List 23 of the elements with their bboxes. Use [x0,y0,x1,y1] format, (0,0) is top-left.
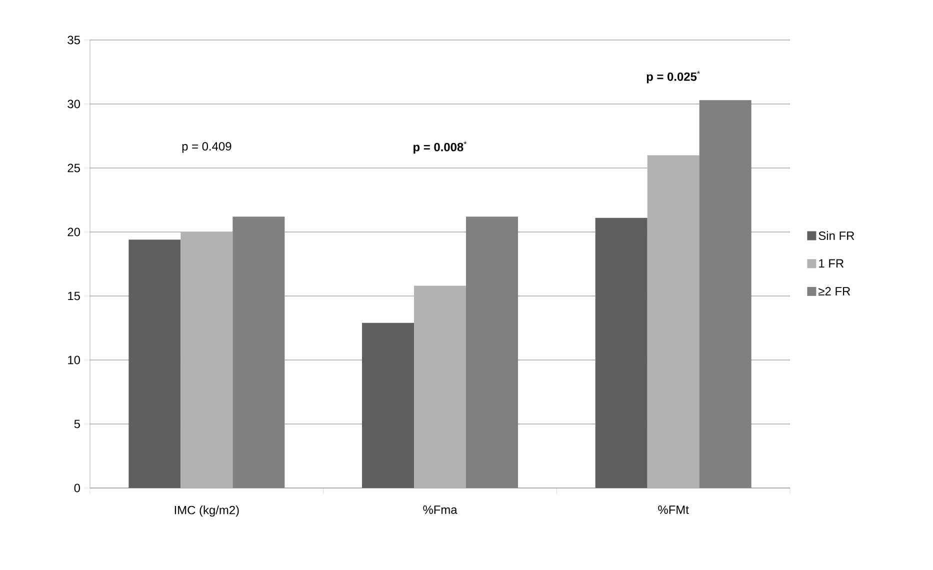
bar [128,240,181,488]
y-tick-label: 10 [68,356,80,364]
annotation: p = 0.409 [182,142,232,153]
y-tick-label: 0 [74,484,80,492]
bar [466,216,518,488]
y-tick-label: 25 [68,164,80,172]
bar [232,216,285,488]
annotation: p = 0.008$^{*}$ [414,141,467,154]
annotation: p = 0.025$^{*}$ [646,70,700,84]
x-tick-label: %FMt [658,506,689,514]
y-tick-label: 30 [68,100,80,108]
legend-label: ≥2 FR [818,287,850,296]
y-tick-label: 15 [68,292,80,300]
x-tick-label: IMC (kg/m2) [174,506,239,517]
bar [595,218,648,488]
legend-label: 1 FR [819,259,844,268]
bar [699,100,752,488]
y-tick-label: 5 [74,420,80,428]
y-tick-label: 35 [68,36,80,44]
bar [362,322,414,488]
x-tick-label: %Fma [423,506,458,514]
y-tick-label: 20 [68,228,80,236]
legend-label: Sin FR [818,231,854,240]
